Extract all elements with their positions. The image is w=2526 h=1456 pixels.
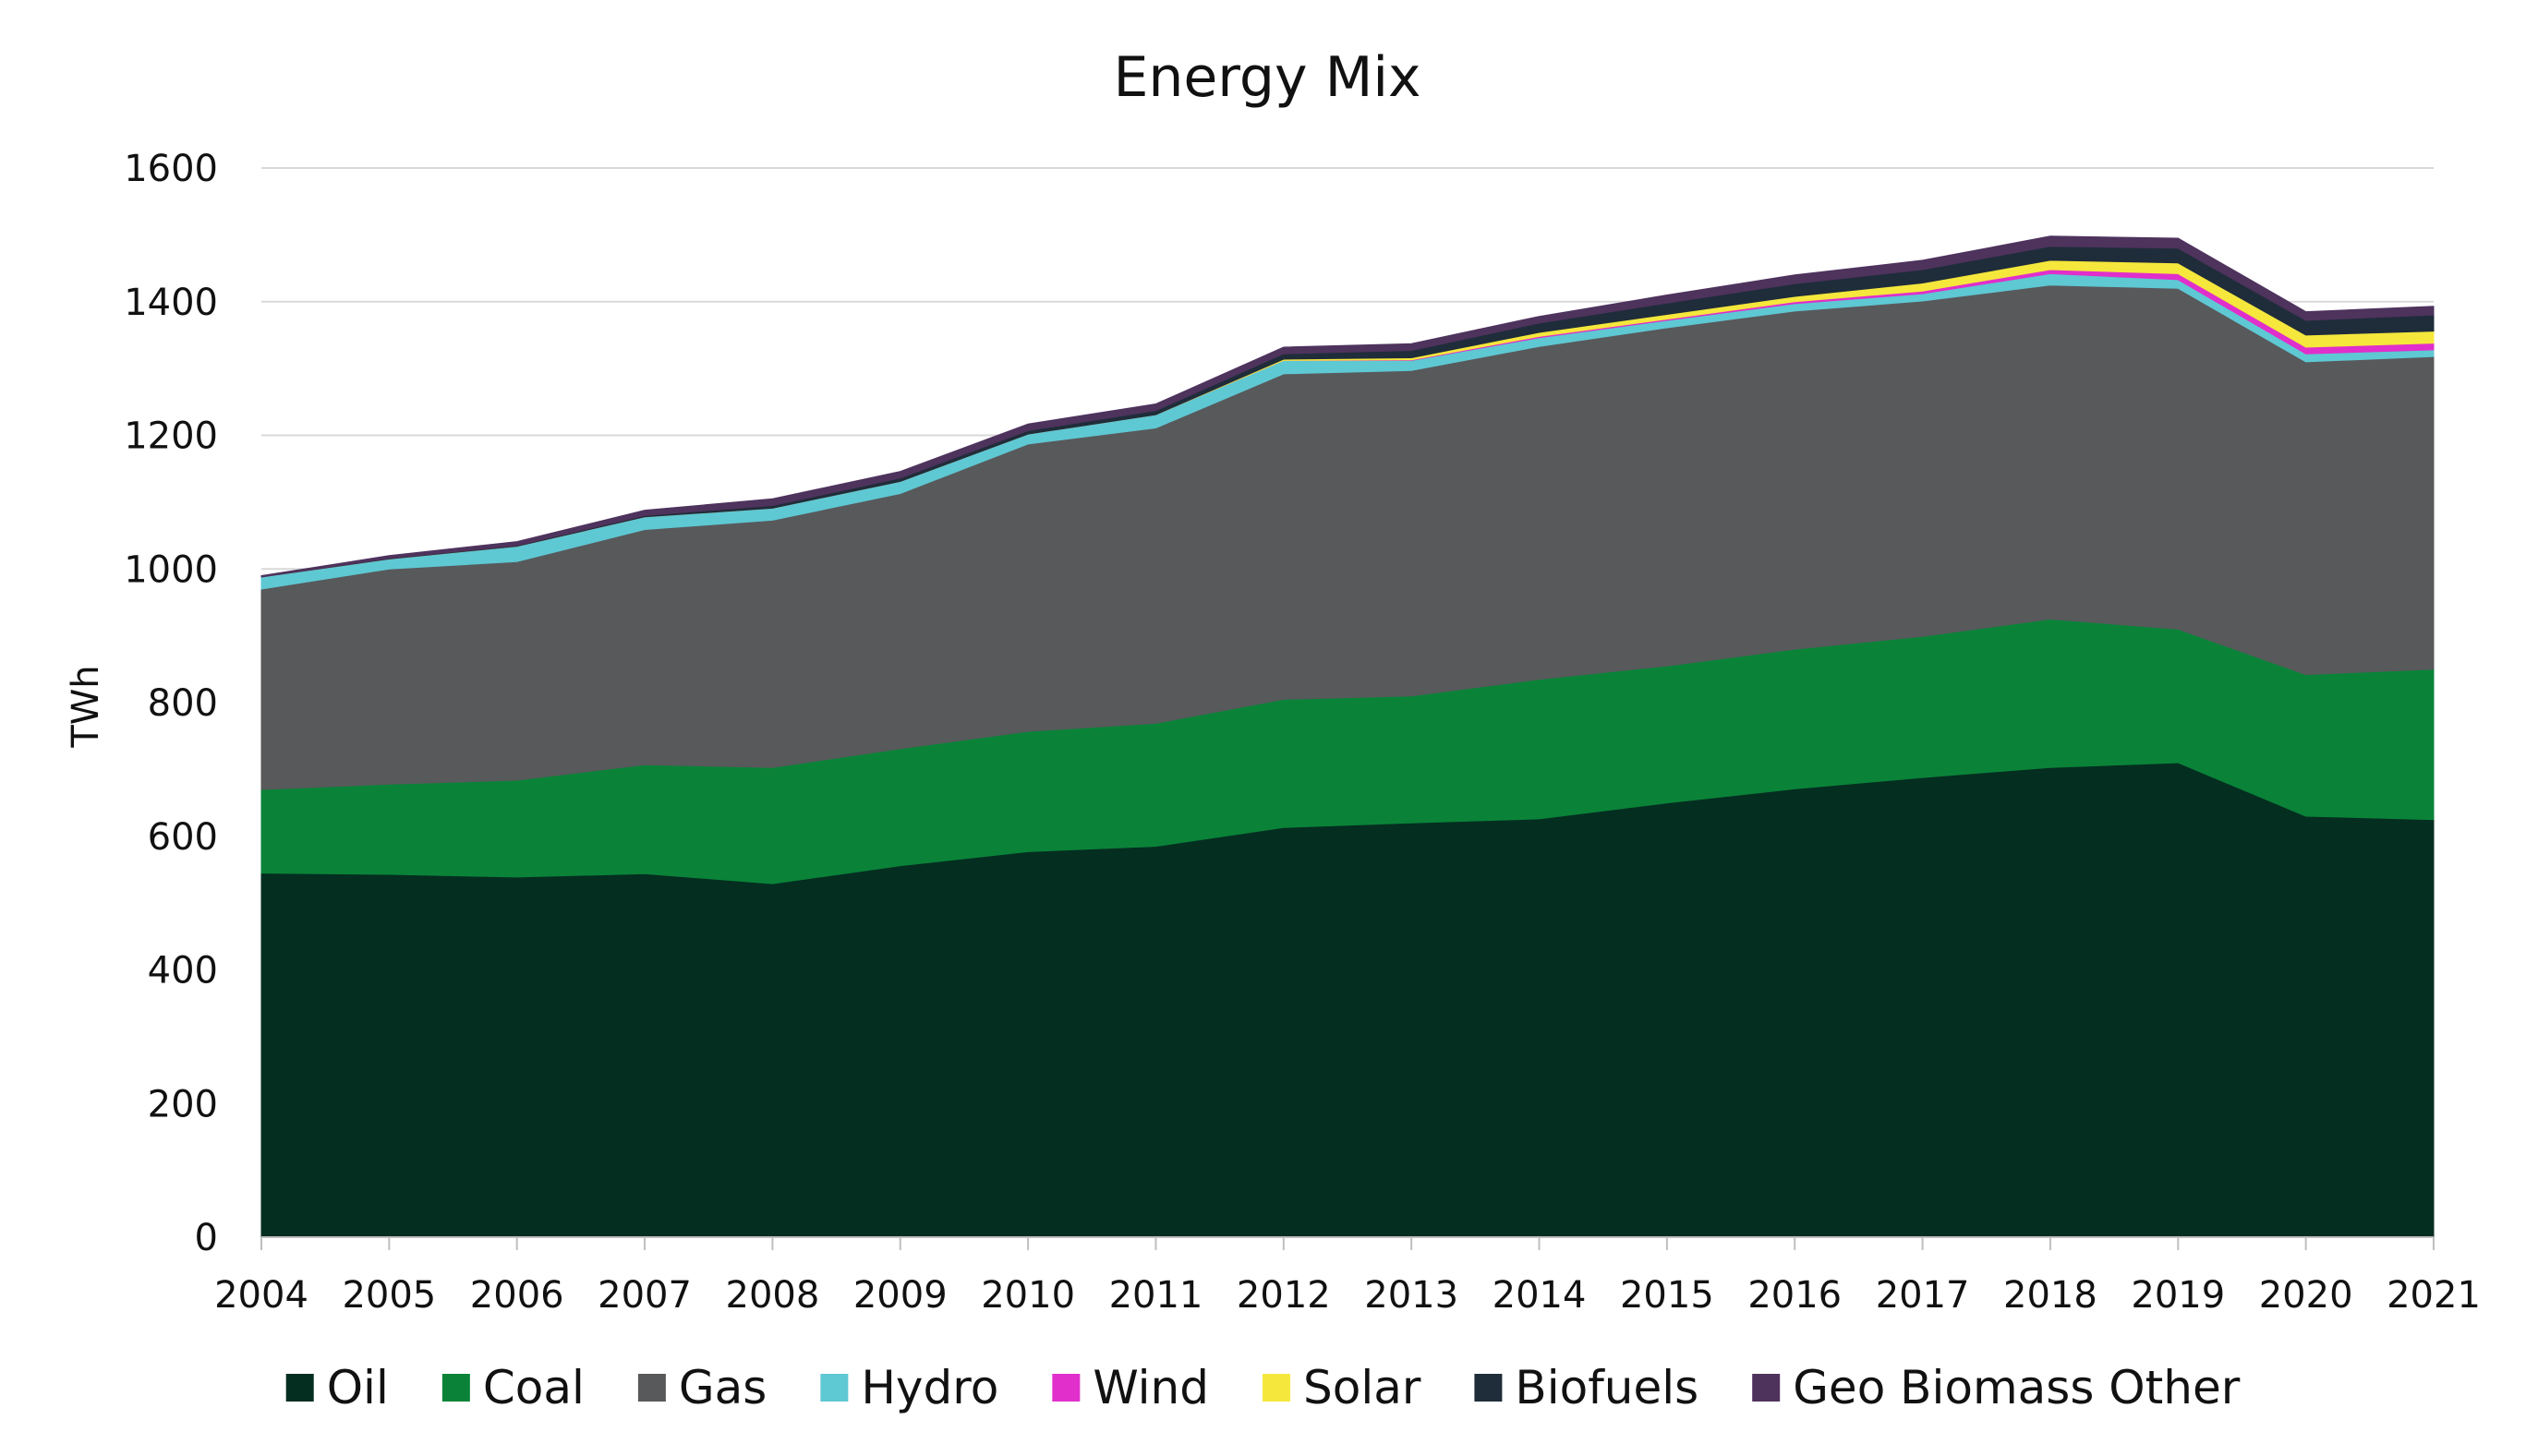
legend-item-wind: Wind [1052,1361,1209,1414]
legend-swatch [820,1374,849,1402]
legend-item-hydro: Hydro [820,1361,998,1414]
legend-item-biofuels: Biofuels [1474,1361,1698,1414]
legend-swatch [1752,1374,1781,1402]
legend: Oil Coal Gas Hydro Wind Solar Biofuels Geo Biom… [285,1361,2241,1414]
x-tick-label: 2017 [1876,1274,1970,1317]
legend-swatch [285,1374,314,1402]
y-tick-label: 600 [148,816,218,859]
y-tick-label: 1000 [124,548,218,591]
stacked-areas [260,235,2435,1238]
legend-swatch [1262,1374,1290,1402]
x-tick-label: 2013 [1364,1274,1458,1317]
x-tick-label: 2019 [2131,1274,2225,1317]
legend-swatch [441,1374,470,1402]
x-tick-label: 2009 [853,1274,948,1317]
legend-item-oil: Oil [285,1361,389,1414]
x-tick-label: 2021 [2387,1274,2481,1317]
x-tick-label: 2004 [214,1274,308,1317]
legend-label: Biofuels [1515,1361,1698,1414]
legend-label: Geo Biomass Other [1793,1361,2241,1414]
area-series-geo-biomass-other [260,235,2435,578]
y-tick-label: 0 [195,1217,218,1259]
legend-label: Gas [679,1361,767,1414]
legend-swatch [1474,1374,1503,1402]
axes: 0 200 400 600 800 1000 1200 1400 1600 2004 2005 200… [124,148,2481,1317]
y-tick-label: 400 [148,950,218,993]
x-tick-label: 2008 [726,1274,820,1317]
x-tick-label: 2015 [1620,1274,1714,1317]
x-tick-label: 2011 [1109,1274,1203,1317]
y-tick-label: 800 [148,682,218,725]
x-tick-label: 2016 [1747,1274,1842,1317]
legend-swatch [1052,1374,1081,1402]
x-tick-label: 2010 [981,1274,1075,1317]
chart-title: Energy Mix [1113,45,1420,110]
legend-item-geo-biomass-other: Geo Biomass Other [1752,1361,2241,1414]
legend-item-gas: Gas [637,1361,767,1414]
x-tick-label: 2014 [1493,1274,1587,1317]
y-tick-label: 1400 [124,282,218,324]
x-tick-label: 2020 [2259,1274,2353,1317]
y-tick-label: 1600 [124,148,218,190]
legend-item-coal: Coal [441,1361,585,1414]
x-tick-label: 2006 [470,1274,564,1317]
legend-item-solar: Solar [1262,1361,1421,1414]
y-tick-label: 1200 [124,415,218,458]
legend-label: Oil [327,1361,389,1414]
y-tick-label: 200 [148,1083,218,1125]
legend-label: Coal [483,1361,585,1414]
y-axis-label: TWh [65,665,107,748]
legend-label: Solar [1303,1361,1421,1414]
legend-label: Wind [1093,1361,1209,1414]
x-tick-label: 2007 [598,1274,692,1317]
legend-label: Hydro [861,1361,998,1414]
x-tick-label: 2018 [2003,1274,2097,1317]
legend-swatch [637,1374,666,1402]
x-tick-label: 2012 [1237,1274,1331,1317]
x-tick-label: 2005 [342,1274,436,1317]
